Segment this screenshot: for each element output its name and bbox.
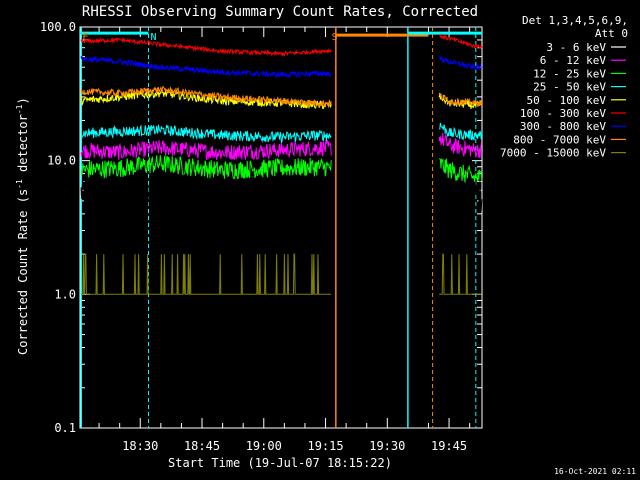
y-tick-label: 0.1: [54, 421, 76, 435]
plot-frame: [79, 26, 483, 429]
x-tick-label: 19:45: [431, 439, 467, 453]
x-tick-label: 19:15: [307, 439, 343, 453]
series-line: [438, 93, 483, 107]
series-line: [438, 92, 483, 109]
legend-label: 7000 - 15000 keV: [500, 147, 606, 160]
legend-subtitle: Att 0: [595, 27, 628, 40]
legend-label: 6 - 12 keV: [540, 54, 607, 67]
series-group: [80, 33, 483, 295]
series-line: [80, 88, 332, 110]
y-axis-label: Corrected Count Rate (s-1 detector-1): [15, 97, 30, 355]
series-line: [439, 253, 482, 295]
x-axis-label: Start Time (19-Jul-07 18:15:22): [168, 456, 392, 470]
legend-label: 25 - 50 keV: [533, 81, 606, 94]
legend-label: 800 - 7000 keV: [513, 133, 606, 146]
chart-title: RHESSI Observing Summary Count Rates, Co…: [82, 4, 478, 20]
series-line: [438, 165, 483, 212]
flag-label: N: [150, 32, 156, 43]
flag-label: S: [332, 32, 338, 43]
x-tick-label: 19:30: [369, 439, 405, 453]
y-tick-label: 1.0: [54, 287, 76, 301]
series-line: [439, 33, 483, 49]
legend-label: 50 - 100 keV: [527, 94, 607, 107]
series-line: [80, 154, 332, 180]
legend-title: Det 1,3,4,5,6,9,: [522, 14, 628, 27]
series-line: [80, 175, 332, 214]
y-tick-label: 100.0: [40, 20, 76, 34]
series-line: [80, 123, 332, 144]
legend-label: 100 - 300 keV: [520, 107, 606, 120]
footer-date: 16-Oct-2021 02:11: [554, 467, 636, 476]
axis-ticks: 0.1 1.0 10.0 100.0 18:30 18:45 19:00 19:15 19:30…: [40, 20, 482, 453]
legend-label: 300 - 800 keV: [520, 120, 606, 133]
x-tick-label: 19:00: [246, 439, 282, 453]
series-line: [80, 37, 332, 57]
legend-label: 3 - 6 keV: [546, 41, 606, 54]
legend-label: 12 - 25 keV: [533, 67, 606, 80]
flag-label: E: [83, 32, 89, 43]
x-tick-label: 18:45: [184, 439, 220, 453]
series-line: [80, 139, 332, 161]
series-line: [80, 85, 332, 108]
series-line: [438, 122, 483, 141]
x-tick-label: 18:30: [122, 439, 158, 453]
y-tick-label: 10.0: [47, 154, 76, 168]
series-line: [438, 157, 483, 183]
series-line: [439, 55, 483, 72]
series-line: [438, 132, 483, 159]
series-line: [80, 55, 332, 79]
series-line: [81, 253, 332, 295]
